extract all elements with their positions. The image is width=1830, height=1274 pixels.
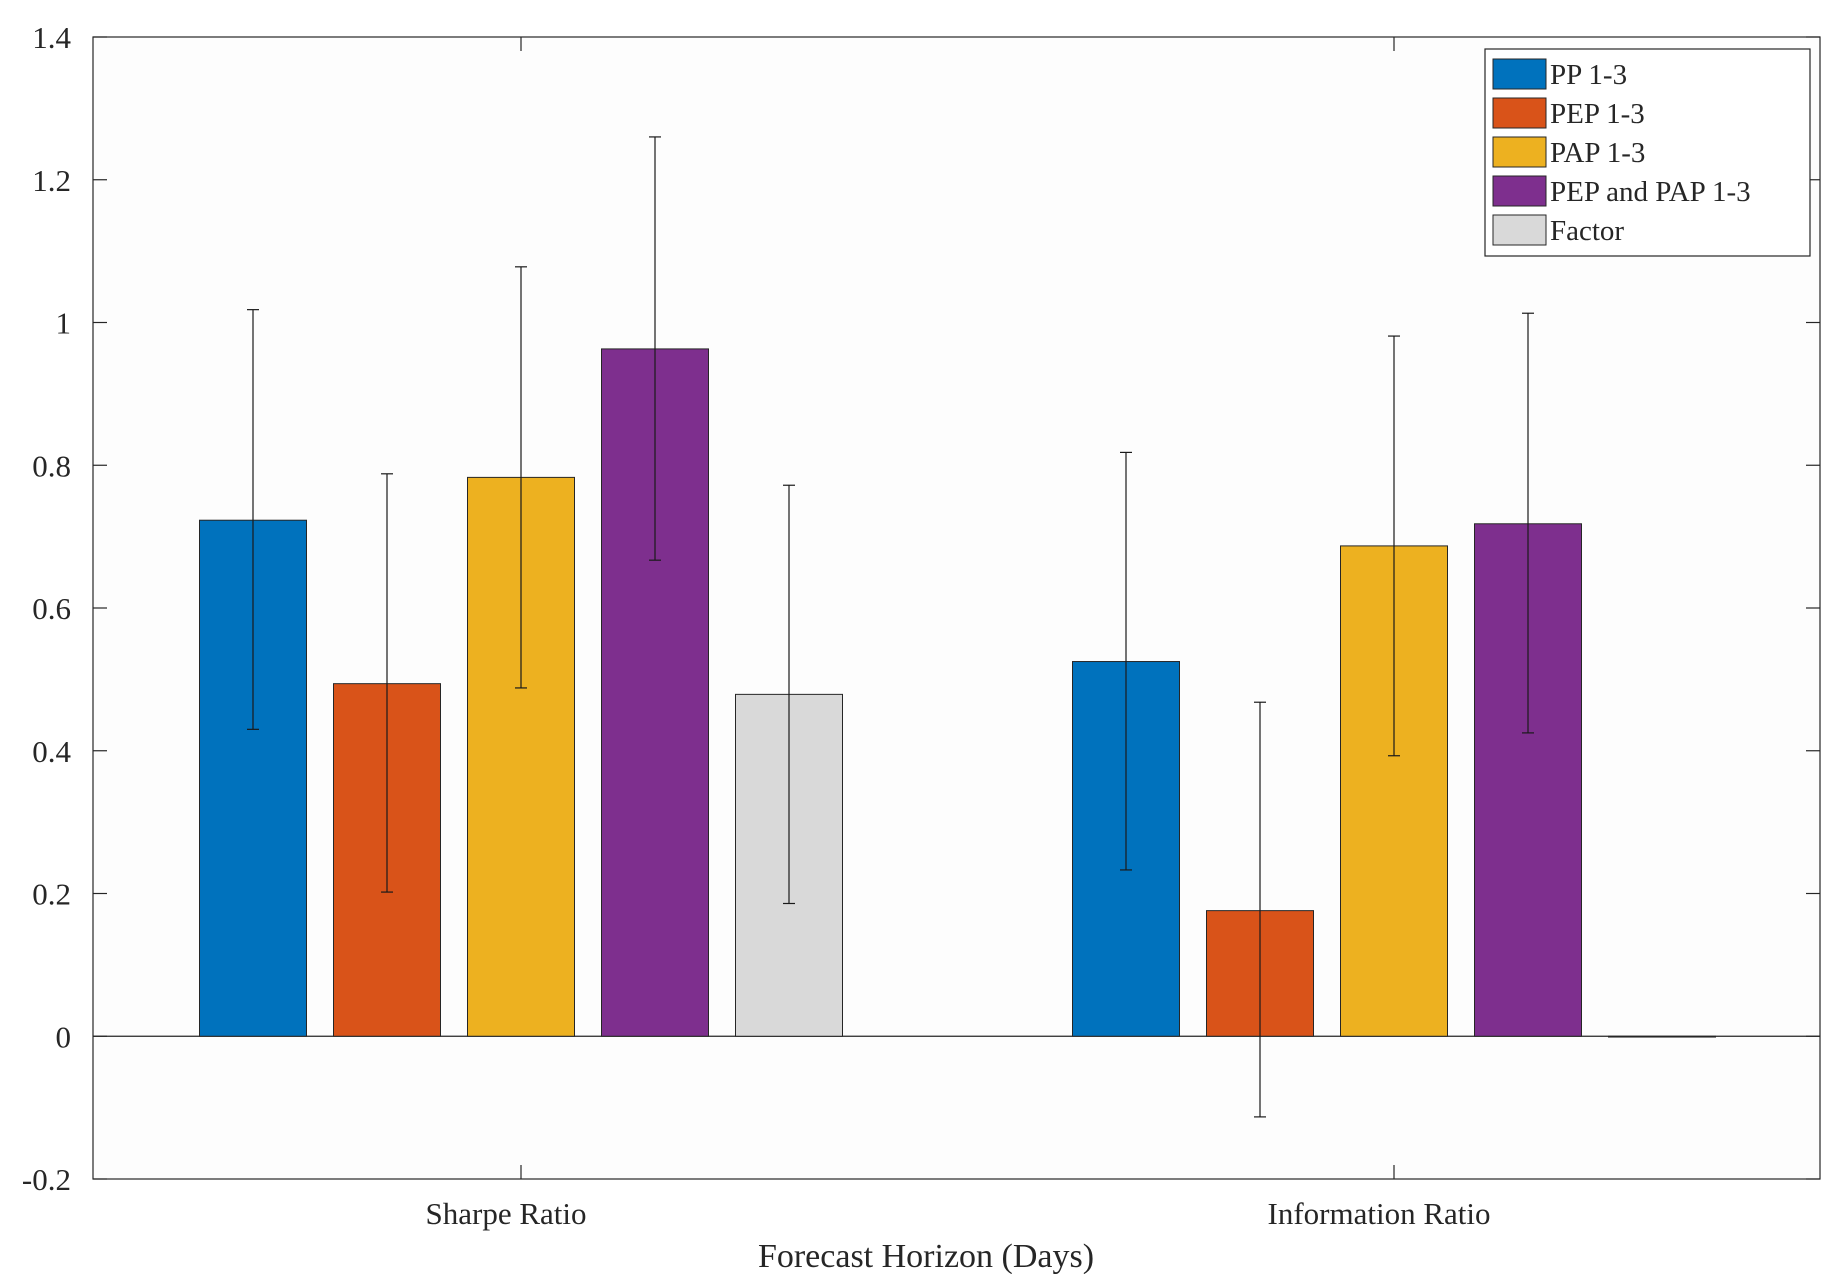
x-category-label: Sharpe Ratio [426, 1196, 587, 1231]
x-axis-label: Forecast Horizon (Days) [758, 1238, 1094, 1274]
x-category-label: Information Ratio [1268, 1196, 1491, 1231]
legend-swatch [1492, 136, 1547, 168]
legend-swatch [1492, 214, 1547, 246]
legend-label: PEP 1-3 [1550, 98, 1645, 130]
legend-label: Factor [1550, 215, 1624, 247]
legend-swatch [1492, 58, 1547, 90]
bar-factor-2 [1608, 1035, 1716, 1038]
y-tick-label: 1.4 [32, 20, 71, 55]
y-tick-label: 0 [56, 1019, 72, 1054]
legend-swatch [1492, 97, 1547, 129]
y-tick-label: 0.2 [32, 877, 71, 912]
plot-area: -0.2 0 0.2 0.4 0.6 0.8 1 1.2 1.4 Sharpe Ratio Info… [22, 20, 1821, 1231]
legend-swatch [1492, 175, 1547, 207]
y-tick-label: 1.2 [32, 163, 71, 198]
y-tick-label: 0.8 [32, 448, 71, 483]
legend-label: PAP 1-3 [1550, 137, 1645, 169]
y-tick-label: 0.4 [32, 734, 71, 769]
legend-label: PP 1-3 [1550, 59, 1627, 91]
y-tick-label: 0.6 [32, 591, 71, 626]
y-tick-label: 1 [56, 306, 72, 341]
legend-label: PEP and PAP 1-3 [1550, 176, 1751, 208]
y-tick-label: -0.2 [22, 1162, 71, 1197]
